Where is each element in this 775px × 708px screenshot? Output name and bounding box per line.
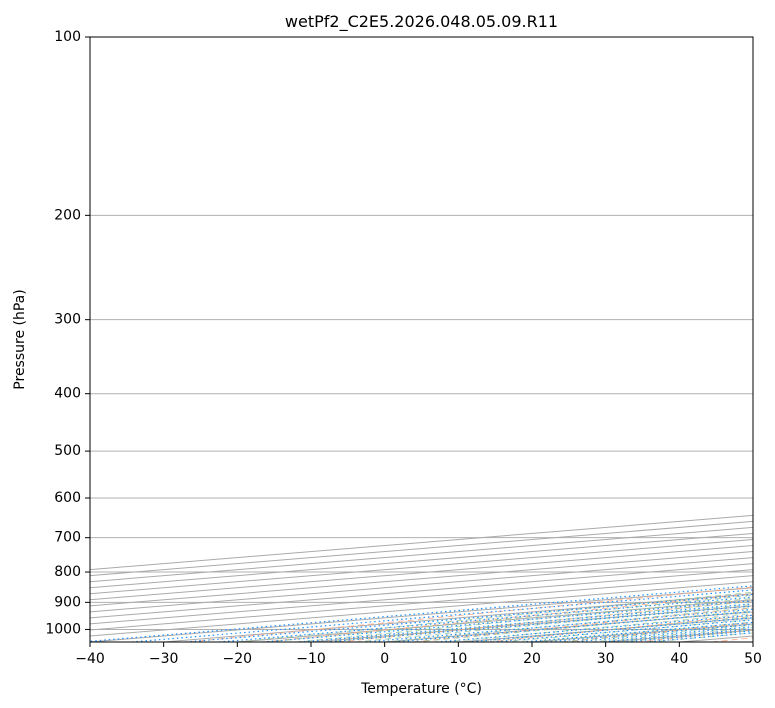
y-tick-label: 700 — [54, 530, 81, 546]
y-tick-label: 600 — [54, 490, 81, 506]
isotherm-line — [90, 514, 753, 571]
moist-adiabat-line — [266, 594, 753, 642]
background-lines — [90, 37, 753, 642]
chart-title: wetPf2_C2E5.2026.048.05.09.R11 — [285, 12, 558, 32]
mixing-ratio-line — [365, 608, 753, 642]
isotherm-line — [90, 532, 753, 589]
y-tick-label: 900 — [54, 594, 81, 610]
isotherm-line — [90, 520, 753, 577]
y-tick-label: 400 — [54, 386, 81, 402]
x-tick-label: 0 — [380, 651, 389, 667]
moist-adiabat-line — [237, 591, 753, 642]
x-tick-label: 30 — [597, 651, 615, 667]
x-tick-label: −20 — [223, 651, 253, 667]
x-tick-label: 20 — [523, 651, 541, 667]
mixing-ratio-line — [326, 605, 753, 642]
mixing-ratio-line — [436, 614, 753, 642]
x-tick-label: 10 — [449, 651, 467, 667]
x-axis-title: Temperature (°C) — [360, 681, 482, 697]
axes: −40 −30 −20 −10 0 10 20 30 40 50 100 200 300 400 500 60… — [45, 29, 762, 667]
isotherm-line — [90, 538, 753, 595]
x-tick-label: −40 — [75, 651, 105, 667]
x-tick-label: −10 — [296, 651, 326, 667]
isotherm-line — [90, 526, 753, 583]
x-tick-label: 40 — [670, 651, 688, 667]
x-tick-label: −30 — [149, 651, 179, 667]
plot-frame — [89, 36, 754, 643]
y-axis-title: Pressure (hPa) — [12, 289, 28, 389]
x-tick-label: 50 — [744, 651, 762, 667]
y-tick-label: 300 — [54, 312, 81, 328]
y-tick-label: 1000 — [45, 621, 81, 637]
y-tick-label: 800 — [54, 564, 81, 580]
dry-adiabat-line — [188, 586, 753, 642]
mixing-ratio-line — [394, 611, 753, 642]
y-tick-label: 100 — [54, 29, 81, 45]
y-tick-label: 500 — [54, 443, 81, 459]
y-tick-label: 200 — [54, 207, 81, 223]
